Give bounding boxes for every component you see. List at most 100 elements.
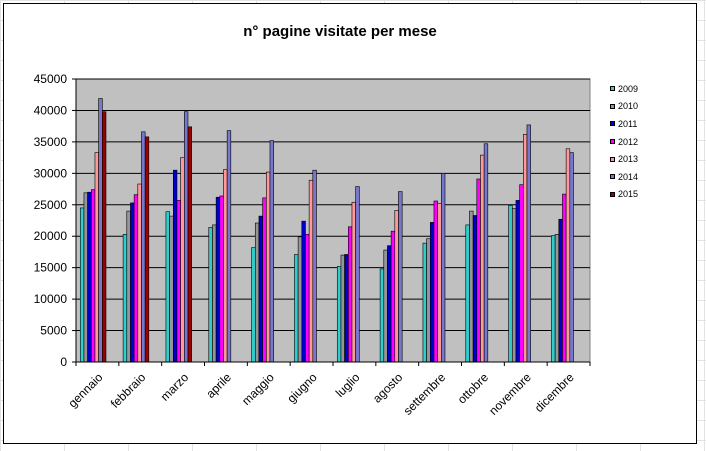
x-tick-label: giugno [284, 370, 320, 406]
bar-2014-aprile [226, 130, 232, 363]
bar-2009-luglio [336, 266, 342, 363]
y-tick-label: 20000 [34, 229, 68, 243]
bar-2012-maggio [262, 197, 267, 363]
legend-swatch [610, 121, 615, 127]
bar-2010-marzo [169, 215, 174, 363]
bar-2010-aprile [212, 224, 217, 363]
bar-2009-gennaio [79, 207, 85, 363]
bar-2012-gennaio [90, 189, 96, 363]
bar-2013-febbraio [137, 183, 142, 363]
bar-2014-agosto [398, 191, 403, 363]
legend-item-2012: 2012 [610, 133, 638, 151]
bar-2011-settembre [429, 222, 435, 363]
bar-2014-luglio [355, 186, 360, 363]
bar-2010-dicembre [554, 234, 560, 363]
bar-2010-luglio [340, 254, 345, 363]
x-tick-label: dicembre [532, 370, 577, 415]
bar-2010-novembre [511, 208, 517, 363]
bar-2014-febbraio [141, 131, 146, 363]
bar-2009-ottobre [465, 224, 470, 363]
legend-label: 2014 [618, 171, 639, 182]
bar-2013-novembre [523, 134, 528, 363]
bar-2011-marzo [172, 169, 178, 363]
legend-item-2015: 2015 [610, 186, 638, 204]
bar-2013-agosto [394, 210, 399, 363]
bar-2014-dicembre [569, 152, 574, 363]
legend-swatch [610, 86, 615, 92]
x-tick-label: settembre [401, 370, 449, 418]
legend-item-2014: 2014 [610, 168, 638, 186]
bar-2013-dicembre [565, 148, 571, 363]
legend-label: 2011 [618, 118, 638, 129]
bar-2011-agosto [387, 245, 392, 363]
x-tick-label: febbraio [108, 370, 149, 411]
bar-2012-giugno [305, 234, 310, 363]
legend-swatch [610, 174, 615, 180]
bar-2009-dicembre [551, 235, 556, 363]
bar-2010-ottobre [469, 210, 474, 363]
bar-2012-agosto [390, 230, 396, 363]
bar-2013-luglio [351, 201, 356, 363]
bar-2011-novembre [515, 200, 520, 363]
bar-2010-giugno [297, 236, 303, 363]
bar-2013-settembre [437, 203, 442, 363]
y-tick-label: 0 [60, 355, 67, 369]
bar-2009-settembre [422, 242, 427, 363]
bar-2009-agosto [379, 268, 385, 363]
legend-swatch [610, 191, 615, 197]
legend-label: 2012 [618, 136, 639, 147]
y-tick-label: 40000 [34, 103, 68, 117]
bar-2010-maggio [254, 222, 260, 363]
legend-swatch [610, 103, 615, 109]
bar-2014-maggio [269, 140, 274, 363]
legend-item-2013: 2013 [610, 150, 638, 168]
bar-2010-agosto [383, 249, 388, 363]
bar-2015-gennaio [102, 111, 107, 363]
bar-2012-ottobre [476, 178, 481, 363]
x-tick-label: aprile [203, 370, 234, 401]
bar-2012-aprile [219, 195, 224, 363]
bar-2011-dicembre [558, 218, 563, 363]
x-tick-label: novembre [486, 370, 534, 418]
bar-2012-dicembre [562, 193, 567, 363]
y-tick-label: 10000 [34, 292, 68, 306]
bar-2009-febbraio [122, 234, 128, 363]
y-tick-label: 25000 [34, 198, 68, 212]
chart-title: n° pagine visitate per mese [243, 23, 437, 40]
bar-2009-aprile [208, 227, 213, 363]
legend-label: 2009 [618, 83, 639, 94]
bar-2011-febbraio [130, 202, 135, 363]
bar-2015-marzo [187, 126, 192, 363]
bar-2011-maggio [258, 215, 263, 363]
bar-2009-maggio [251, 247, 256, 363]
x-tick-label: luglio [333, 370, 363, 400]
bar-2011-luglio [344, 254, 349, 363]
legend-item-2011: 2011 [610, 115, 638, 133]
x-tick-label: ottobre [455, 370, 492, 407]
bar-2014-marzo [184, 111, 189, 363]
bar-2013-maggio [266, 171, 271, 363]
bar-2014-ottobre [483, 143, 489, 363]
y-tick-label: 30000 [34, 166, 68, 180]
bar-2012-luglio [347, 226, 353, 363]
bar-2014-novembre [526, 124, 531, 363]
bar-2014-gennaio [98, 98, 103, 363]
bar-2010-gennaio [83, 192, 88, 363]
y-tick-label: 45000 [34, 72, 68, 86]
y-tick-label: 15000 [34, 261, 68, 275]
bar-2013-gennaio [94, 152, 99, 363]
bar-2010-febbraio [126, 210, 131, 363]
y-tick-label: 35000 [34, 135, 68, 149]
bar-2009-novembre [508, 205, 513, 363]
bar-2011-aprile [215, 196, 221, 363]
bar-2009-giugno [294, 254, 299, 363]
bar-2013-marzo [180, 157, 185, 363]
x-tick-label: marzo [158, 370, 192, 404]
legend-label: 2015 [618, 189, 639, 200]
bar-2013-aprile [223, 169, 228, 363]
legend-item-2010: 2010 [610, 98, 638, 116]
legend-swatch [610, 139, 615, 145]
bar-2012-settembre [433, 200, 438, 363]
x-tick-label: gennaio [65, 370, 105, 410]
